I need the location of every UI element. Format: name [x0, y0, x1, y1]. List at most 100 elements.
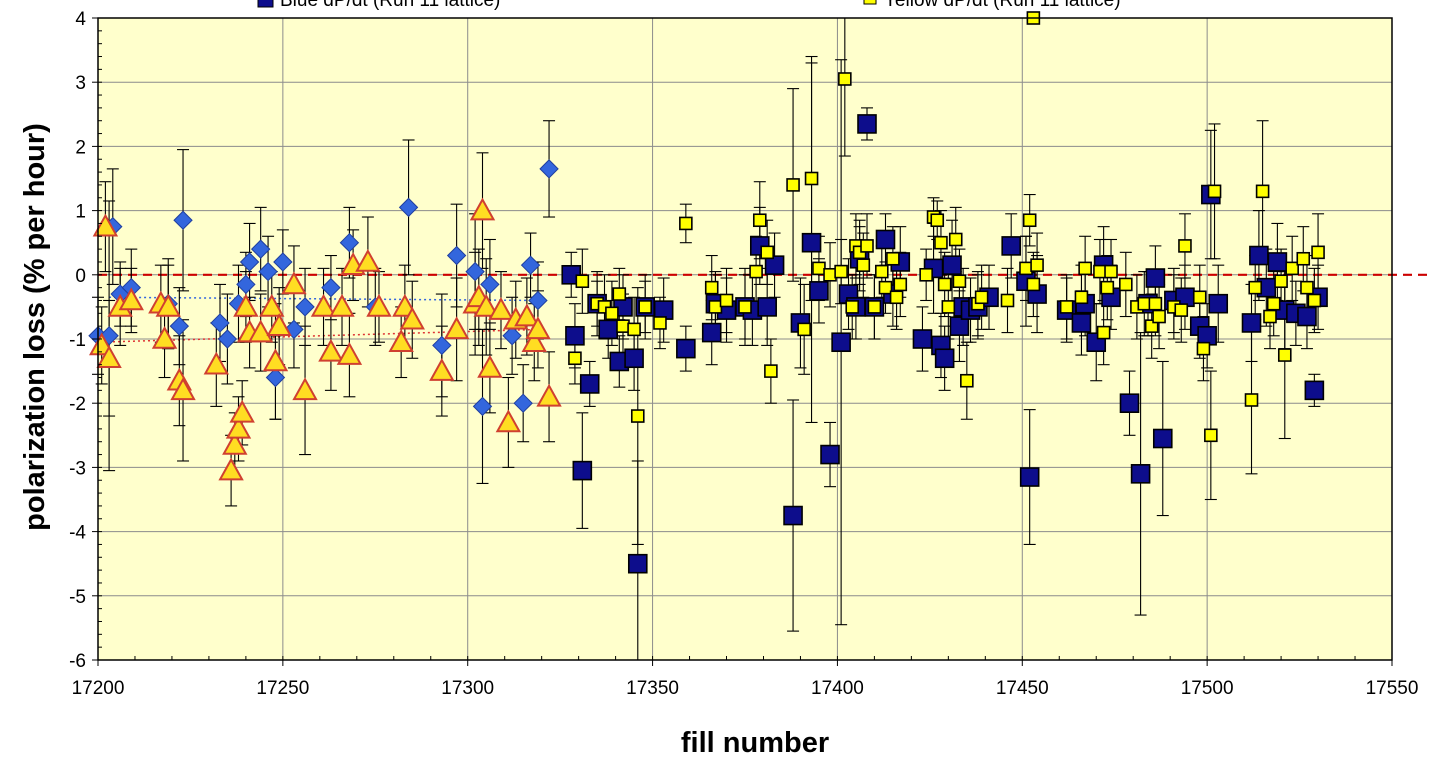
diamond-marker — [239, 252, 260, 272]
triangle-marker — [259, 293, 285, 317]
diamond-marker — [265, 367, 286, 388]
blue-square-marker — [934, 348, 955, 369]
yellow-square-marker — [874, 264, 889, 279]
diamond-marker — [295, 297, 315, 317]
diamond-marker — [446, 245, 467, 266]
triangle-marker — [247, 319, 274, 343]
diamond-marker — [502, 326, 522, 346]
yellow-square-marker — [1263, 309, 1277, 324]
blue-square-marker — [1001, 236, 1021, 256]
diamond-marker — [472, 396, 493, 417]
blue-square-marker — [1071, 313, 1092, 333]
yellow-square-marker — [952, 274, 967, 289]
y-tick-label: 1 — [75, 202, 86, 223]
yellow-square-marker — [1311, 245, 1325, 260]
triangle-marker — [525, 316, 551, 340]
legend-swatch-yellow — [863, 0, 877, 5]
blue-square-marker — [1304, 380, 1325, 401]
tick-labels: 17200 17250 17300 17350 17400 17450 17500 17550… — [69, 9, 1418, 699]
yellow-square-marker — [1078, 261, 1092, 276]
yellow-square-marker — [1152, 309, 1166, 324]
triangle-marker — [155, 293, 181, 317]
yellow-square-marker — [934, 235, 948, 250]
yellow-square-marker — [704, 280, 719, 295]
triangle-marker — [536, 383, 562, 407]
y-tick-label: 3 — [75, 73, 86, 94]
blue-square-marker — [912, 329, 933, 349]
y-tick-label: -1 — [69, 330, 86, 351]
diamond-marker — [273, 252, 293, 272]
yellow-square-marker — [1074, 290, 1089, 305]
yellow-square-marker — [679, 216, 693, 231]
legend-label-blue: Blue dP/dt (Run 11 lattice) — [280, 0, 500, 11]
yellow-square-marker — [1307, 293, 1322, 308]
triangle-marker — [469, 197, 496, 221]
blue-square-marker — [624, 348, 644, 369]
x-tick-label: 17400 — [811, 678, 864, 699]
triangle-marker — [118, 287, 144, 311]
triangle-marker — [366, 293, 392, 317]
yellow-square-marker — [797, 322, 811, 337]
blue-square-marker — [809, 281, 829, 301]
yellow-square-marker — [834, 264, 848, 279]
triangle-marker — [229, 399, 255, 423]
blue-square-marker — [831, 332, 851, 353]
yellow-square-marker — [1174, 303, 1189, 317]
yellow-square-marker — [1148, 296, 1163, 311]
diamond-marker — [539, 159, 559, 179]
yellow-square-marker — [752, 213, 767, 228]
yellow-square-marker — [867, 300, 882, 314]
yellow-square-marker — [1019, 261, 1033, 276]
triangle-marker — [488, 297, 514, 320]
yellow-square-marker — [893, 277, 908, 292]
yellow-square-marker — [1296, 251, 1311, 266]
blue-square-marker — [1267, 252, 1288, 272]
yellow-square-marker — [941, 300, 956, 314]
triangle-marker — [170, 377, 196, 401]
triangle-marker — [96, 345, 122, 369]
yellow-square-marker — [1255, 184, 1270, 199]
yellow-square-marker — [1300, 280, 1314, 295]
triangle-marker — [355, 248, 381, 272]
blue-square-marker — [1152, 428, 1173, 449]
yellow-square-marker — [1207, 184, 1222, 199]
yellow-square-marker — [1196, 341, 1211, 356]
yellow-square-marker — [1096, 325, 1111, 340]
yellow-square-marker — [878, 280, 893, 295]
yellow-square-marker — [1000, 293, 1015, 308]
yellow-square-marker — [764, 364, 778, 378]
x-tick-label: 17550 — [1366, 678, 1419, 699]
yellow-square-marker — [630, 409, 645, 423]
diamond-marker — [398, 197, 419, 218]
x-tick-label: 17250 — [256, 678, 309, 699]
diamond-marker — [169, 316, 190, 336]
diamond-marker — [258, 261, 278, 282]
blue-square-marker — [676, 338, 696, 359]
blue-square-marker — [572, 460, 593, 481]
blue-square-marker — [1249, 245, 1269, 266]
triangle-marker — [329, 293, 355, 317]
x-tick-label: 17450 — [996, 678, 1049, 699]
yellow-square-marker — [1059, 300, 1074, 314]
yellow-square-marker — [930, 213, 945, 228]
yellow-square-marker — [708, 300, 723, 314]
triangle-marker — [225, 415, 252, 439]
yellow-square-marker — [937, 277, 952, 292]
yellow-square-marker — [845, 300, 860, 314]
diamond-marker — [250, 239, 271, 259]
yellow-square-marker — [1100, 280, 1115, 295]
triangle-marker — [151, 325, 178, 349]
blue-square-marker — [627, 553, 648, 574]
yellow-square-marker — [1022, 213, 1037, 228]
triangle-marker — [222, 431, 248, 455]
yellow-square-marker — [760, 245, 774, 260]
yellow-square-marker — [1204, 428, 1218, 443]
x-tick-label: 17500 — [1181, 678, 1234, 699]
blue-square-marker — [565, 325, 585, 346]
triangle-marker — [473, 293, 499, 317]
diamond-marker — [339, 232, 360, 253]
y-tick-label: -3 — [69, 458, 86, 479]
yellow-square-marker — [612, 287, 627, 301]
blue-square-marker — [1119, 393, 1140, 414]
